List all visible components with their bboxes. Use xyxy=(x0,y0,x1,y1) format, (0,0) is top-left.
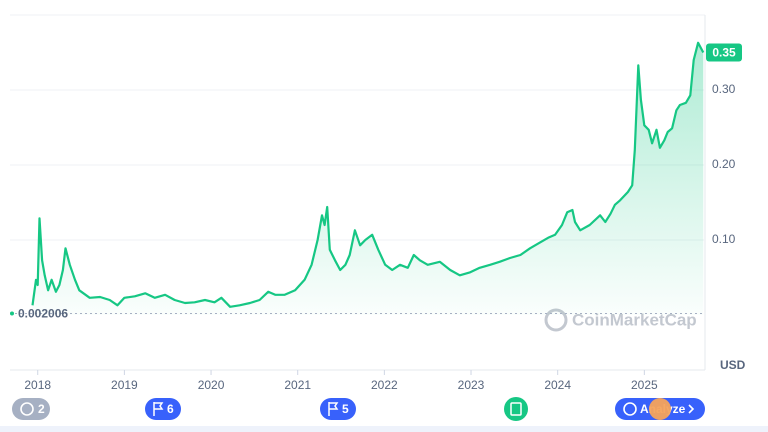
y-tick-label: 0.20 xyxy=(712,157,736,171)
toolbar: 2 6 5 Analyze xyxy=(12,397,705,421)
x-tick-label: 2020 xyxy=(198,378,225,392)
flag-count: 5 xyxy=(342,402,349,416)
x-tick-label: 2018 xyxy=(24,378,51,392)
alerts-count: 2 xyxy=(38,402,45,416)
x-tick-label: 2024 xyxy=(544,378,571,392)
price-line xyxy=(31,41,705,308)
flag-button[interactable] xyxy=(320,398,356,420)
flag-count: 6 xyxy=(167,402,174,416)
bottom-strip xyxy=(0,426,768,432)
reference-label: 0.002006 xyxy=(18,307,68,321)
unit-label: USD xyxy=(720,358,746,372)
watermark-text: CoinMarketCap xyxy=(572,310,697,329)
flag-button[interactable] xyxy=(145,398,181,420)
reference-dot xyxy=(10,311,14,316)
current-price-label: 0.35 xyxy=(712,46,736,60)
x-tick-label: 2022 xyxy=(371,378,398,392)
y-tick-label: 0.10 xyxy=(712,232,736,246)
y-tick-label: 0.30 xyxy=(712,82,736,96)
current-price-badge xyxy=(706,43,742,62)
area-fill xyxy=(32,42,704,316)
news-button[interactable] xyxy=(504,397,528,421)
x-tick-label: 2025 xyxy=(631,378,658,392)
alerts-button[interactable] xyxy=(12,398,50,420)
x-tick-label: 2023 xyxy=(458,378,485,392)
cursor-dot xyxy=(649,398,671,420)
x-tick-label: 2019 xyxy=(111,378,138,392)
x-tick-label: 2021 xyxy=(284,378,311,392)
